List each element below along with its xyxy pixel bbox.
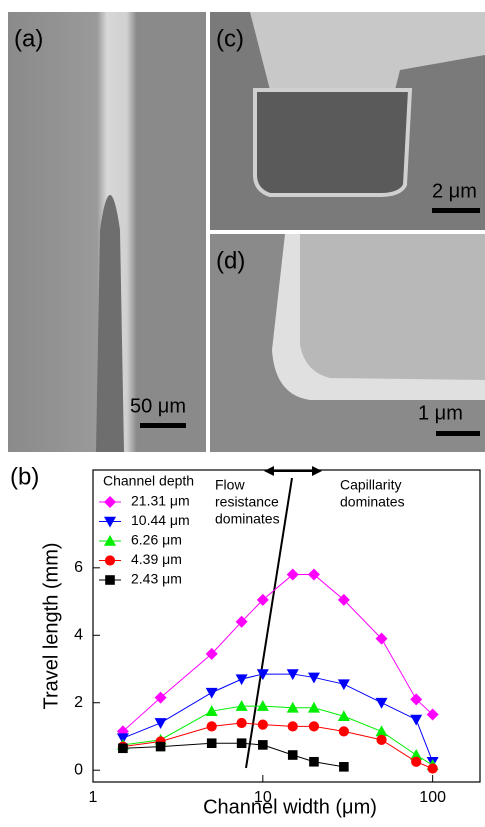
micrograph-feature — [96, 195, 124, 452]
panel-label: (b) — [10, 463, 39, 490]
data-point — [376, 725, 388, 736]
data-point — [258, 720, 268, 730]
data-point — [309, 757, 319, 767]
data-point — [309, 721, 319, 731]
legend-label: 2.43 μm — [131, 571, 182, 587]
scale-label: 2 μm — [432, 180, 477, 202]
panel-label: (d) — [216, 247, 245, 274]
annotation: Flow — [215, 477, 245, 493]
data-point — [376, 735, 386, 745]
data-point — [237, 718, 247, 728]
x-tick-label: 100 — [419, 789, 446, 806]
scale-label: 1 μm — [418, 402, 463, 424]
y-tick-label: 2 — [74, 694, 83, 711]
annotation: resistance — [215, 494, 279, 510]
figure: (a) 50 μm (c) 2 μm (d) 1 μm (b) Channel … — [0, 0, 485, 822]
legend-marker — [104, 535, 116, 546]
legend-marker — [104, 517, 116, 528]
data-point — [410, 715, 422, 726]
data-point — [237, 738, 247, 748]
data-point — [236, 674, 248, 685]
data-point — [207, 721, 217, 731]
panel-label: (a) — [14, 25, 43, 52]
legend-label: 6.26 μm — [131, 532, 182, 548]
data-point — [206, 688, 218, 699]
data-point — [428, 763, 438, 773]
series-line — [123, 674, 433, 762]
scale-bar — [436, 431, 480, 436]
scale-bar — [140, 423, 186, 428]
data-point — [338, 710, 350, 721]
data-point — [339, 726, 349, 736]
data-point — [258, 740, 268, 750]
legend-title: Channel depth — [103, 473, 194, 489]
y-tick-label: 6 — [74, 559, 83, 576]
x-tick-label: 10 — [254, 789, 272, 806]
data-point — [207, 738, 217, 748]
micrograph-feature — [290, 234, 485, 380]
data-point — [288, 750, 298, 760]
data-point — [236, 700, 248, 711]
data-point — [257, 700, 269, 711]
x-axis-label: Channel width (μm) — [203, 796, 377, 818]
data-point — [288, 721, 298, 731]
data-point — [339, 762, 349, 772]
y-axis-label: Travel length (mm) — [40, 542, 62, 709]
data-point — [156, 742, 166, 752]
data-point — [308, 702, 320, 713]
legend-label: 21.31 μm — [131, 493, 190, 509]
data-point — [118, 743, 128, 753]
data-point — [338, 679, 350, 690]
data-point — [376, 698, 388, 709]
y-tick-label: 4 — [74, 626, 83, 643]
x-tick-label: 1 — [89, 789, 98, 806]
annotation: dominates — [215, 511, 280, 527]
plot: 1 10 100 0 2 4 6 21.31 μm 10.44 μm 6.26 μm 4.39 μm… — [74, 470, 480, 806]
annotation: Capillarity — [340, 477, 401, 493]
scale-label: 50 μm — [130, 395, 186, 417]
data-point — [411, 757, 421, 767]
panel-label: (c) — [216, 25, 244, 52]
series-line — [123, 575, 433, 732]
micrograph-feature — [255, 90, 410, 195]
annotation: dominates — [340, 494, 405, 510]
legend-label: 10.44 μm — [131, 512, 190, 528]
scale-bar — [432, 208, 480, 213]
y-tick-label: 0 — [74, 761, 83, 778]
data-point — [155, 718, 167, 729]
legend-label: 4.39 μm — [131, 551, 182, 567]
